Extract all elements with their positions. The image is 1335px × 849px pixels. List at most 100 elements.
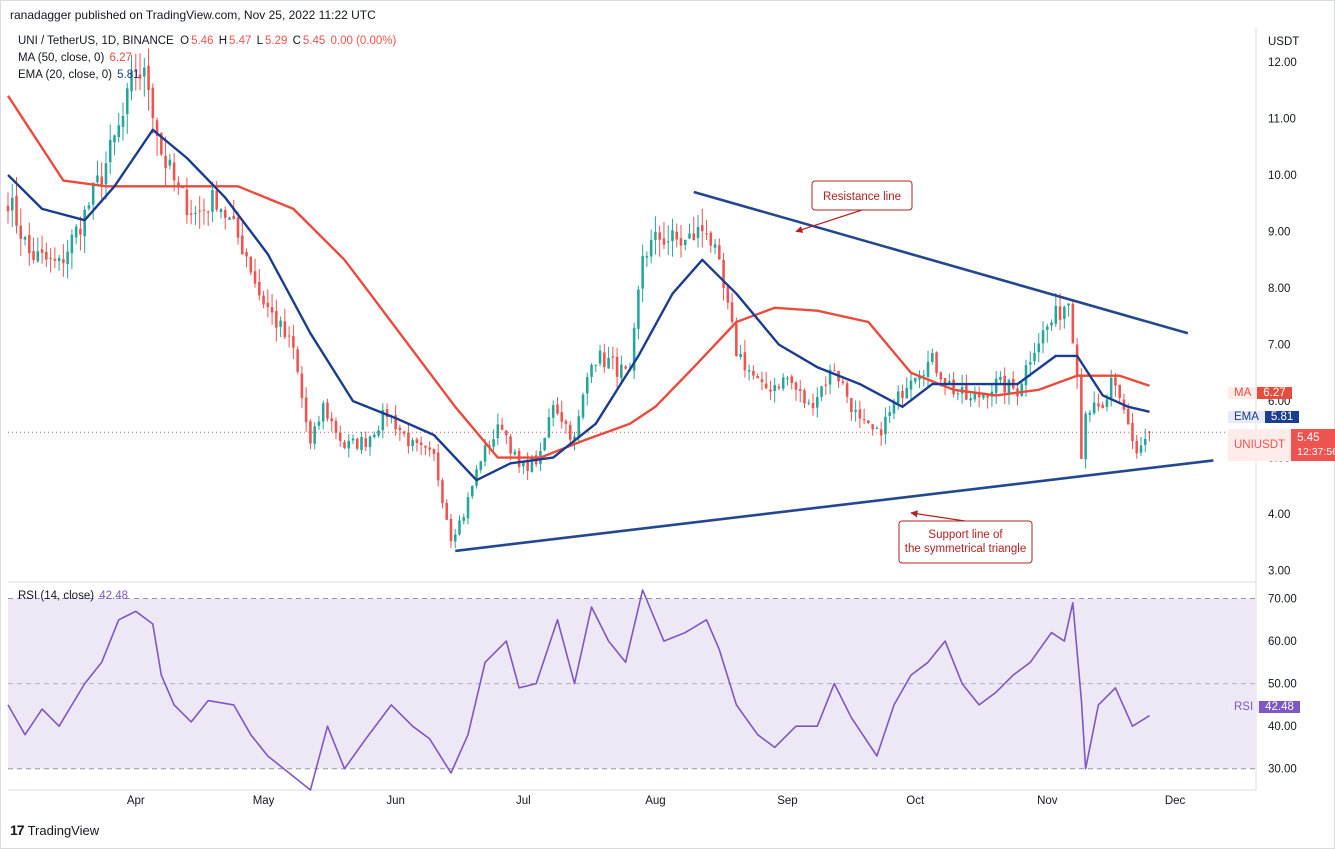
candle-body (1101, 404, 1104, 409)
candle-body (28, 235, 31, 254)
candle-body (1075, 344, 1079, 377)
rsi-badge: RSI 42.48 (1228, 699, 1300, 715)
candle-body (513, 451, 517, 455)
ema-legend: EMA (20, close, 0) 5.81 (18, 69, 140, 81)
candle-body (343, 441, 346, 448)
candle-body (428, 447, 431, 450)
candle-body (228, 217, 231, 220)
candle-body (611, 356, 615, 358)
candle-body (6, 205, 10, 212)
rsi-badge-key: RSI (1228, 701, 1260, 713)
candle-body (994, 378, 998, 394)
candle-body (321, 403, 325, 422)
candle-body (424, 445, 427, 448)
candle-body (867, 420, 870, 423)
support-annotation-text: Support line of the symmetrical triangle (905, 529, 1026, 555)
candle-body (747, 370, 751, 372)
candle-body (735, 323, 738, 357)
time-tick-label: Oct (906, 795, 925, 807)
candle-body (449, 519, 453, 542)
candle-body (194, 212, 197, 214)
rsi-legend: RSI (14, close) 42.48 (18, 590, 128, 602)
candle-body (360, 437, 363, 451)
candle-body (70, 234, 74, 254)
candle-body (79, 228, 82, 235)
candle-body (781, 377, 785, 389)
footer-brand: TradingView (27, 822, 100, 838)
candle-body (377, 430, 380, 436)
candle-body (568, 424, 572, 440)
candle-body (15, 195, 18, 226)
candle-body (875, 428, 879, 430)
price-tick-label: 10.00 (1268, 170, 1297, 182)
candle-body (517, 451, 521, 468)
ema-20-line (7, 128, 1150, 482)
price-badge-countdown: 12:37:56 (1297, 446, 1335, 458)
candle-body (1046, 326, 1049, 330)
candle-body (147, 65, 150, 91)
price-tick-label: 9.00 (1268, 227, 1290, 239)
price-badge: UNIUSDT 5.45 12:37:56 (1228, 429, 1335, 461)
candle-body (466, 497, 470, 519)
candle-body (935, 352, 938, 373)
candle-body (1063, 306, 1066, 319)
candle-body (1020, 383, 1024, 396)
candle-body (279, 320, 282, 327)
open-value: 5.46 (191, 35, 214, 47)
candle-body (407, 432, 410, 447)
candle-body (74, 226, 78, 238)
candle-body (236, 217, 240, 238)
candle-body (713, 244, 717, 248)
candle-body (189, 213, 193, 215)
candle-body (905, 387, 909, 399)
candle-body (509, 436, 512, 454)
candle-body (649, 240, 653, 257)
candle-body (292, 336, 295, 348)
candle-body (862, 418, 866, 421)
rsi-line (7, 589, 1150, 791)
candle-body (551, 405, 555, 418)
candle-body (977, 393, 981, 398)
rsi-tick-label: 40.00 (1268, 721, 1297, 733)
candle-body (824, 384, 828, 386)
candle-body (718, 245, 721, 260)
candle-body (138, 74, 142, 79)
candle-body (854, 409, 857, 412)
candle-body (453, 534, 457, 542)
candle-body (83, 209, 86, 237)
candle-body (888, 412, 891, 416)
candle-body (858, 409, 862, 419)
candle-body (794, 382, 798, 390)
candle-body (1080, 376, 1083, 459)
candle-body (1143, 438, 1147, 445)
candle-body (1041, 330, 1045, 344)
candle-body (287, 335, 291, 337)
candle-body (1058, 306, 1062, 320)
candle-body (309, 421, 312, 444)
candle-body (172, 162, 176, 181)
candle-body (206, 211, 210, 213)
time-tick-label: May (253, 795, 275, 807)
candle-body (956, 393, 960, 395)
candle-body (709, 232, 713, 246)
candle-body (884, 416, 887, 435)
candle-body (931, 353, 934, 363)
candle-body (803, 390, 806, 404)
candle-body (645, 256, 649, 258)
candle-body (1139, 445, 1143, 453)
candle-body (436, 452, 440, 481)
axes-layer: 3.004.005.006.007.008.009.0010.0011.0012… (127, 36, 1299, 807)
candle-body (87, 205, 91, 209)
candle-body (632, 327, 636, 371)
candle-body (36, 251, 40, 262)
candle-body (66, 251, 69, 264)
high-value: 5.47 (229, 35, 252, 47)
candle-body (32, 251, 35, 260)
candle-body (624, 366, 627, 369)
rsi-legend-label: RSI (14, close) (18, 590, 95, 602)
time-tick-label: Apr (127, 795, 145, 807)
candle-body (1084, 413, 1087, 460)
candle-body (773, 385, 776, 391)
candle-body (688, 233, 691, 239)
time-tick-label: Dec (1165, 795, 1186, 807)
